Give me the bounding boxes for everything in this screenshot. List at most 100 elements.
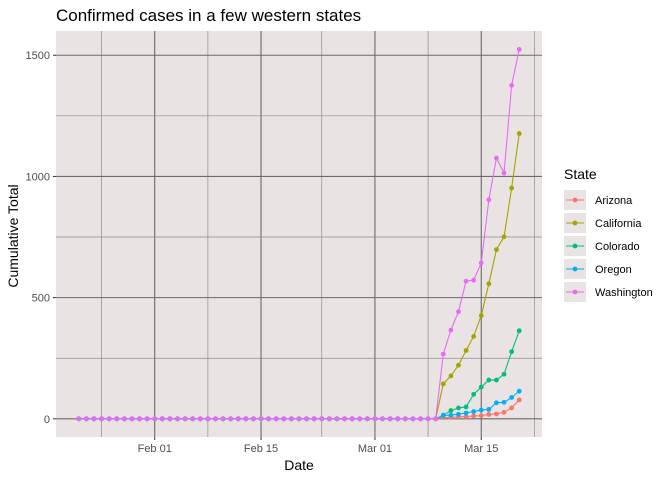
point-washington [289, 416, 294, 422]
point-washington [182, 416, 188, 422]
x-tick-label: Feb 01 [138, 443, 172, 455]
point-washington [501, 170, 507, 176]
point-washington [516, 47, 522, 52]
point-washington [152, 416, 158, 422]
point-washington [304, 416, 309, 422]
point-washington [456, 309, 461, 315]
point-washington [380, 416, 385, 422]
point-washington [349, 416, 355, 422]
point-colorado [486, 377, 492, 383]
point-oregon [448, 412, 454, 418]
point-california [463, 348, 469, 353]
point-washington [258, 416, 264, 422]
point-washington [76, 416, 82, 422]
y-tick-label: 1000 [26, 171, 50, 183]
x-tick-label: Mar 01 [358, 443, 392, 455]
point-oregon [440, 413, 446, 418]
point-california [509, 185, 515, 191]
point-washington [387, 416, 393, 422]
point-arizona [501, 409, 507, 415]
point-washington [281, 416, 287, 422]
point-washington [319, 416, 325, 422]
point-california [501, 234, 507, 240]
point-california [516, 131, 522, 136]
legend-key-point [572, 243, 578, 249]
point-colorado [494, 377, 499, 383]
point-washington [197, 416, 203, 422]
legend-item-washington: Washington [564, 282, 653, 302]
legend: State Arizona California Colorado Oregon Was… [564, 166, 653, 302]
point-washington [99, 416, 104, 422]
y-tick-label: 1500 [26, 50, 50, 62]
legend-label-arizona: Arizona [595, 195, 633, 207]
point-colorado [456, 405, 461, 411]
point-oregon [494, 400, 499, 406]
y-tick-label: 500 [32, 293, 50, 305]
point-washington [129, 416, 135, 422]
point-oregon [456, 411, 461, 417]
point-california [456, 362, 461, 368]
legend-item-colorado: Colorado [564, 236, 640, 256]
point-washington [364, 416, 370, 422]
legend-label-california: California [595, 218, 642, 230]
point-washington [205, 416, 211, 422]
legend-key-point [572, 220, 578, 226]
point-washington [402, 416, 408, 422]
point-washington [342, 416, 347, 422]
point-washington [114, 416, 120, 422]
point-colorado [509, 349, 515, 355]
x-tick-label: Mar 15 [464, 443, 498, 455]
point-washington [471, 277, 477, 283]
legend-key-point [572, 197, 578, 203]
point-oregon [509, 395, 515, 400]
point-washington [83, 416, 89, 422]
point-arizona [486, 412, 492, 417]
point-washington [213, 416, 218, 422]
legend-title: State [564, 166, 597, 182]
point-colorado [478, 384, 484, 390]
point-oregon [471, 409, 477, 414]
point-arizona [509, 405, 515, 411]
plot-panel [56, 31, 542, 437]
chart-title: Confirmed cases in a few western states [56, 6, 361, 25]
point-california [448, 373, 454, 379]
point-washington [326, 416, 332, 422]
point-arizona [494, 411, 499, 417]
point-washington [418, 416, 423, 422]
point-washington [372, 416, 378, 422]
point-oregon [478, 407, 484, 413]
x-tick-label: Feb 15 [244, 443, 278, 455]
point-washington [137, 416, 142, 422]
point-oregon [463, 410, 469, 416]
point-arizona [478, 413, 484, 419]
point-washington [91, 416, 97, 422]
point-washington [357, 416, 363, 422]
legend-item-california: California [564, 213, 642, 233]
point-washington [228, 416, 234, 422]
point-washington [478, 260, 484, 266]
point-oregon [516, 388, 522, 394]
point-washington [296, 416, 302, 422]
point-colorado [448, 408, 454, 413]
point-washington [220, 416, 226, 422]
point-california [440, 381, 446, 387]
point-california [494, 247, 499, 253]
point-arizona [471, 413, 477, 419]
legend-key-point [572, 266, 578, 272]
point-colorado [463, 404, 469, 410]
point-washington [106, 416, 112, 422]
y-tick-label: 0 [44, 414, 50, 426]
point-washington [144, 416, 150, 422]
point-oregon [501, 399, 507, 405]
point-california [478, 313, 484, 318]
point-washington [448, 327, 454, 333]
legend-item-arizona: Arizona [564, 190, 633, 210]
point-colorado [501, 371, 507, 377]
grid [56, 31, 542, 437]
point-washington [251, 416, 256, 422]
point-arizona [463, 414, 469, 420]
point-washington [175, 416, 180, 422]
legend-item-oregon: Oregon [564, 259, 632, 279]
point-california [471, 334, 477, 339]
